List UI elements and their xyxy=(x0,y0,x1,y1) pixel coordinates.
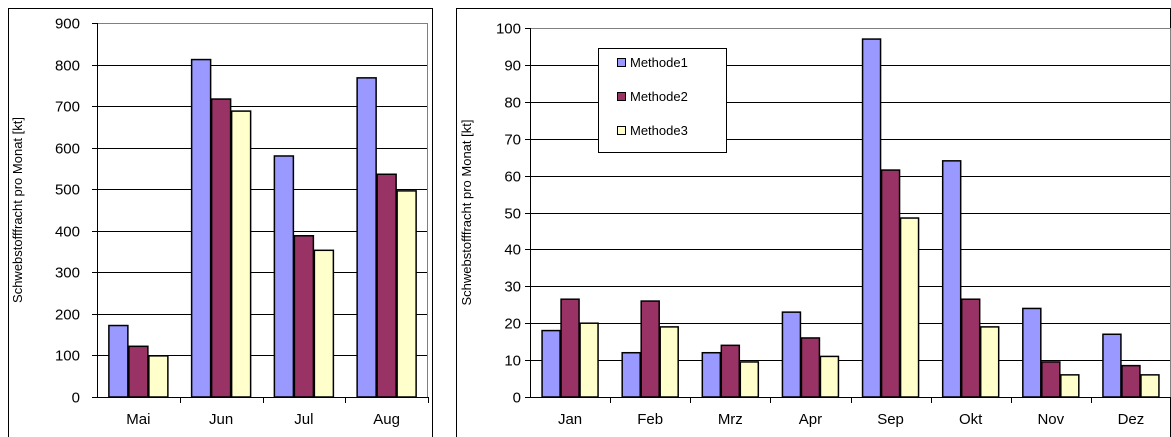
bar-methode2-jan xyxy=(560,298,580,398)
legend-label-methode1: Methode1 xyxy=(630,55,688,70)
bar-methode2-nov xyxy=(1041,361,1061,398)
chart-2: 0 10 20 30 40 50 60 70 80 90 100 Jan Feb Mrz Apr Sep Okt… xyxy=(456,8,1171,437)
bar-methode2-sep xyxy=(880,169,901,398)
x-tick-label: Nov xyxy=(1037,411,1064,428)
y-tick-label: 0 xyxy=(72,390,80,407)
y-tick-label: 20 xyxy=(504,316,521,333)
y-tick-label: 200 xyxy=(55,307,80,324)
bar-methode3-mrz xyxy=(739,361,760,398)
bar-methode1-mai xyxy=(108,324,129,398)
x-tick-label: Feb xyxy=(637,411,663,428)
bar-methode1-jul xyxy=(273,155,295,398)
bar-methode1-jun xyxy=(190,58,212,398)
y-tick-label: 100 xyxy=(496,21,521,38)
x-tick-label: Aug xyxy=(373,411,400,428)
bar-methode3-nov xyxy=(1060,374,1080,398)
bar-methode1-apr xyxy=(781,311,802,398)
bar-methode3-jun xyxy=(230,110,252,398)
bar-methode3-apr xyxy=(819,355,840,398)
y-tick-label: 100 xyxy=(55,348,80,365)
x-tick-label: Okt xyxy=(959,411,983,428)
bar-methode1-okt xyxy=(941,160,962,398)
bar-methode1-nov xyxy=(1022,307,1042,398)
y-tick-label: 900 xyxy=(55,16,80,33)
bar-methode1-feb xyxy=(621,351,641,398)
y-tick-label: 50 xyxy=(504,206,521,223)
chart-1: 0 100 200 300 400 500 600 700 800 900 Mai Jun Jul Aug… xyxy=(8,8,433,437)
x-tick-label: Sep xyxy=(877,411,904,428)
x-tick-label: Apr xyxy=(799,411,822,428)
y-tick-label: 500 xyxy=(55,182,80,199)
bar-methode1-mrz xyxy=(701,351,722,398)
bar-methode3-dez xyxy=(1140,374,1160,398)
bar-methode1-dez xyxy=(1102,333,1122,398)
y-tick-label: 70 xyxy=(504,132,521,149)
bar-methode2-apr xyxy=(800,337,821,398)
y-tick-label: 80 xyxy=(504,95,521,112)
y-tick-label: 30 xyxy=(504,279,521,296)
y-tick-label: 40 xyxy=(504,242,521,259)
x-tick-label: Jan xyxy=(558,411,582,428)
x-tick-label: Mrz xyxy=(718,411,743,428)
y-axis-label: Schwebstofffracht pro Monat [kt] xyxy=(10,117,25,303)
bar-methode2-feb xyxy=(640,300,660,398)
bar-methode1-sep xyxy=(861,38,882,398)
y-tick-label: 300 xyxy=(55,265,80,282)
legend-swatch-methode2 xyxy=(617,92,626,101)
y-tick-label: 600 xyxy=(55,141,80,158)
bar-methode2-jul xyxy=(293,235,315,398)
bar-methode2-mrz xyxy=(720,344,741,398)
x-tick-label: Jun xyxy=(209,411,233,428)
bar-methode2-mai xyxy=(128,345,149,398)
y-tick-label: 10 xyxy=(504,353,521,370)
bar-methode2-okt xyxy=(960,298,981,398)
bar-methode1-aug xyxy=(356,77,377,398)
y-axis-label: Schwebstofffracht pro Monat [kt] xyxy=(459,120,474,306)
y-tick-label: 800 xyxy=(55,58,80,75)
y-tick-label: 90 xyxy=(504,58,521,75)
bar-methode3-jan xyxy=(579,322,599,398)
x-tick-label: Jul xyxy=(294,411,313,428)
bar-methode1-jan xyxy=(541,329,561,398)
bar-methode2-aug xyxy=(376,173,397,398)
bar-methode3-sep xyxy=(899,217,920,398)
y-tick-label: 400 xyxy=(55,224,80,241)
y-tick-label: 700 xyxy=(55,99,80,116)
legend-swatch-methode1 xyxy=(617,58,626,67)
y-tick-label: 0 xyxy=(513,390,521,407)
bar-methode3-mai xyxy=(148,355,169,398)
bar-methode2-dez xyxy=(1121,364,1141,398)
legend-swatch-methode3 xyxy=(617,126,626,135)
x-tick-label: Mai xyxy=(126,411,150,428)
bar-methode3-aug xyxy=(396,190,417,398)
y-tick-label: 60 xyxy=(504,169,521,186)
legend-label-methode2: Methode2 xyxy=(630,89,688,104)
bar-methode3-jul xyxy=(313,249,335,398)
legend-label-methode3: Methode3 xyxy=(630,123,688,138)
bar-methode3-feb xyxy=(659,326,679,398)
bar-methode2-jun xyxy=(210,98,232,398)
legend: Methode1 Methode2 Methode3 xyxy=(598,48,727,153)
x-tick-label: Dez xyxy=(1118,411,1145,428)
bar-methode3-okt xyxy=(979,326,1000,398)
